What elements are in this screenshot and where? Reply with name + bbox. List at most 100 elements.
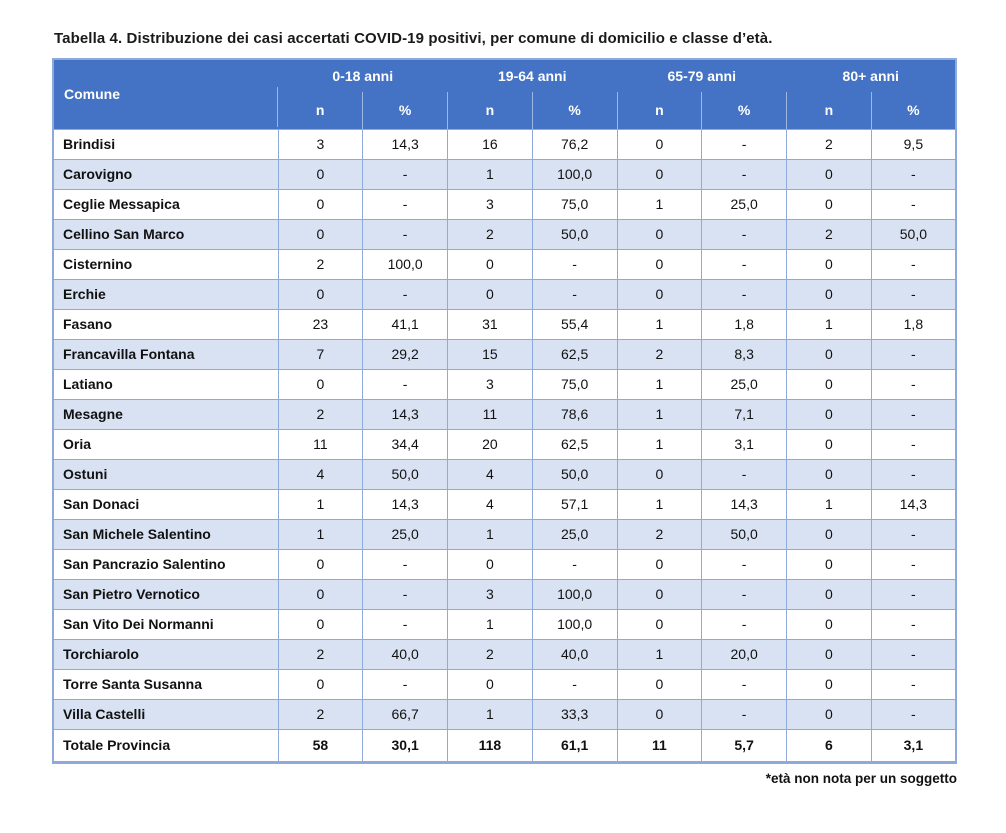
value-cell: 25,0 [531, 518, 617, 549]
comune-cell: Latiano [53, 368, 278, 399]
comune-cell: Cellino San Marco [53, 218, 278, 249]
value-cell: 3 [447, 578, 533, 609]
value-cell: 0 [277, 368, 363, 399]
value-cell: - [362, 368, 448, 399]
value-cell: 0 [447, 668, 533, 699]
table-row: San Michele Salentino 1 25,0 1 25,0 2 50,0 0- [53, 518, 956, 549]
value-cell: 2 [447, 638, 533, 669]
value-cell: 1 [616, 368, 702, 399]
value-cell: 11 [616, 728, 702, 762]
value-cell: 1 [616, 638, 702, 669]
value-cell: 1 [616, 428, 702, 459]
comune-cell: Totale Provincia [53, 728, 278, 762]
comune-cell: Torre Santa Susanna [53, 668, 278, 699]
value-cell: 14,3 [362, 128, 448, 159]
value-cell: 41,1 [362, 308, 448, 339]
value-cell: - [870, 668, 956, 699]
value-cell: 1,8 [870, 308, 956, 339]
value-cell: 0 [786, 278, 872, 309]
value-cell: 1 [786, 488, 872, 519]
value-cell: 0 [447, 248, 533, 279]
table-row: Mesagne 2 14,3 11 78,6 1 7,1 0- [53, 398, 956, 429]
value-cell: 29,2 [362, 338, 448, 369]
value-cell: 0 [786, 578, 872, 609]
value-cell: - [870, 578, 956, 609]
value-cell: 0 [277, 578, 363, 609]
value-cell: 0 [616, 698, 702, 729]
value-cell: 50,0 [531, 458, 617, 489]
value-cell: 25,0 [701, 188, 787, 219]
value-cell: 0 [616, 218, 702, 249]
value-cell: 0 [786, 368, 872, 399]
value-cell: - [701, 548, 787, 579]
value-cell: 14,3 [362, 488, 448, 519]
value-cell: 100,0 [362, 248, 448, 279]
value-cell: 1 [616, 188, 702, 219]
value-cell: 0 [277, 158, 363, 189]
subheader-n: n [278, 92, 363, 129]
value-cell: 2 [616, 338, 702, 369]
value-cell: - [701, 458, 787, 489]
table-row: Ostuni 4 50,0 4 50,0 0-0- [53, 458, 956, 489]
value-cell: 0 [786, 668, 872, 699]
table-row: Oria 11 34,4 20 62,5 1 3,1 0- [53, 428, 956, 459]
value-cell: - [870, 608, 956, 639]
value-cell: 2 [786, 218, 872, 249]
table-row: Torchiarolo 2 40,0 2 40,0 1 20,0 0- [53, 638, 956, 669]
comune-cell: Torchiarolo [53, 638, 278, 669]
value-cell: 2 [447, 218, 533, 249]
comune-cell: Cisternino [53, 248, 278, 279]
value-cell: 4 [277, 458, 363, 489]
value-cell: 25,0 [362, 518, 448, 549]
value-cell: - [870, 188, 956, 219]
value-cell: 34,4 [362, 428, 448, 459]
subheader-n: n [616, 92, 702, 129]
value-cell: 23 [277, 308, 363, 339]
value-cell: 0 [786, 548, 872, 579]
value-cell: 2 [277, 698, 363, 729]
value-cell: 0 [616, 458, 702, 489]
value-cell: 3 [277, 128, 363, 159]
value-cell: 78,6 [531, 398, 617, 429]
value-cell: 6 [786, 728, 872, 762]
table-row: Carovigno 0-1 100,0 0-0- [53, 158, 956, 189]
value-cell: 1 [447, 518, 533, 549]
comune-cell: Ostuni [53, 458, 278, 489]
value-cell: 66,7 [362, 698, 448, 729]
value-cell: 1 [447, 698, 533, 729]
table-row: San Pancrazio Salentino 0-0-0-0- [53, 548, 956, 579]
value-cell: 100,0 [531, 578, 617, 609]
comune-cell: Mesagne [53, 398, 278, 429]
value-cell: 0 [786, 638, 872, 669]
comune-cell: Fasano [53, 308, 278, 339]
value-cell: 20 [447, 428, 533, 459]
value-cell: - [701, 128, 787, 159]
value-cell: 15 [447, 338, 533, 369]
table-row: Torre Santa Susanna 0-0-0-0- [53, 668, 956, 699]
value-cell: - [870, 248, 956, 279]
value-cell: - [701, 158, 787, 189]
value-cell: 0 [786, 428, 872, 459]
value-cell: 0 [277, 548, 363, 579]
value-cell: 3 [447, 368, 533, 399]
value-cell: 0 [786, 188, 872, 219]
value-cell: 11 [447, 398, 533, 429]
value-cell: 8,3 [701, 338, 787, 369]
value-cell: - [531, 668, 617, 699]
value-cell: 57,1 [531, 488, 617, 519]
value-cell: 1 [447, 158, 533, 189]
value-cell: 76,2 [531, 128, 617, 159]
value-cell: - [701, 578, 787, 609]
value-cell: 1 [616, 308, 702, 339]
comune-cell: San Donaci [53, 488, 278, 519]
value-cell: 1 [277, 488, 363, 519]
value-cell: 118 [447, 728, 533, 762]
value-cell: 0 [616, 158, 702, 189]
column-header-age-65-79: 65-79 anni [617, 59, 787, 92]
value-cell: 75,0 [531, 188, 617, 219]
table-title: Tabella 4. Distribuzione dei casi accert… [54, 30, 773, 47]
value-cell: - [701, 218, 787, 249]
value-cell: 0 [786, 608, 872, 639]
value-cell: 9,5 [870, 128, 956, 159]
value-cell: 50,0 [701, 518, 787, 549]
